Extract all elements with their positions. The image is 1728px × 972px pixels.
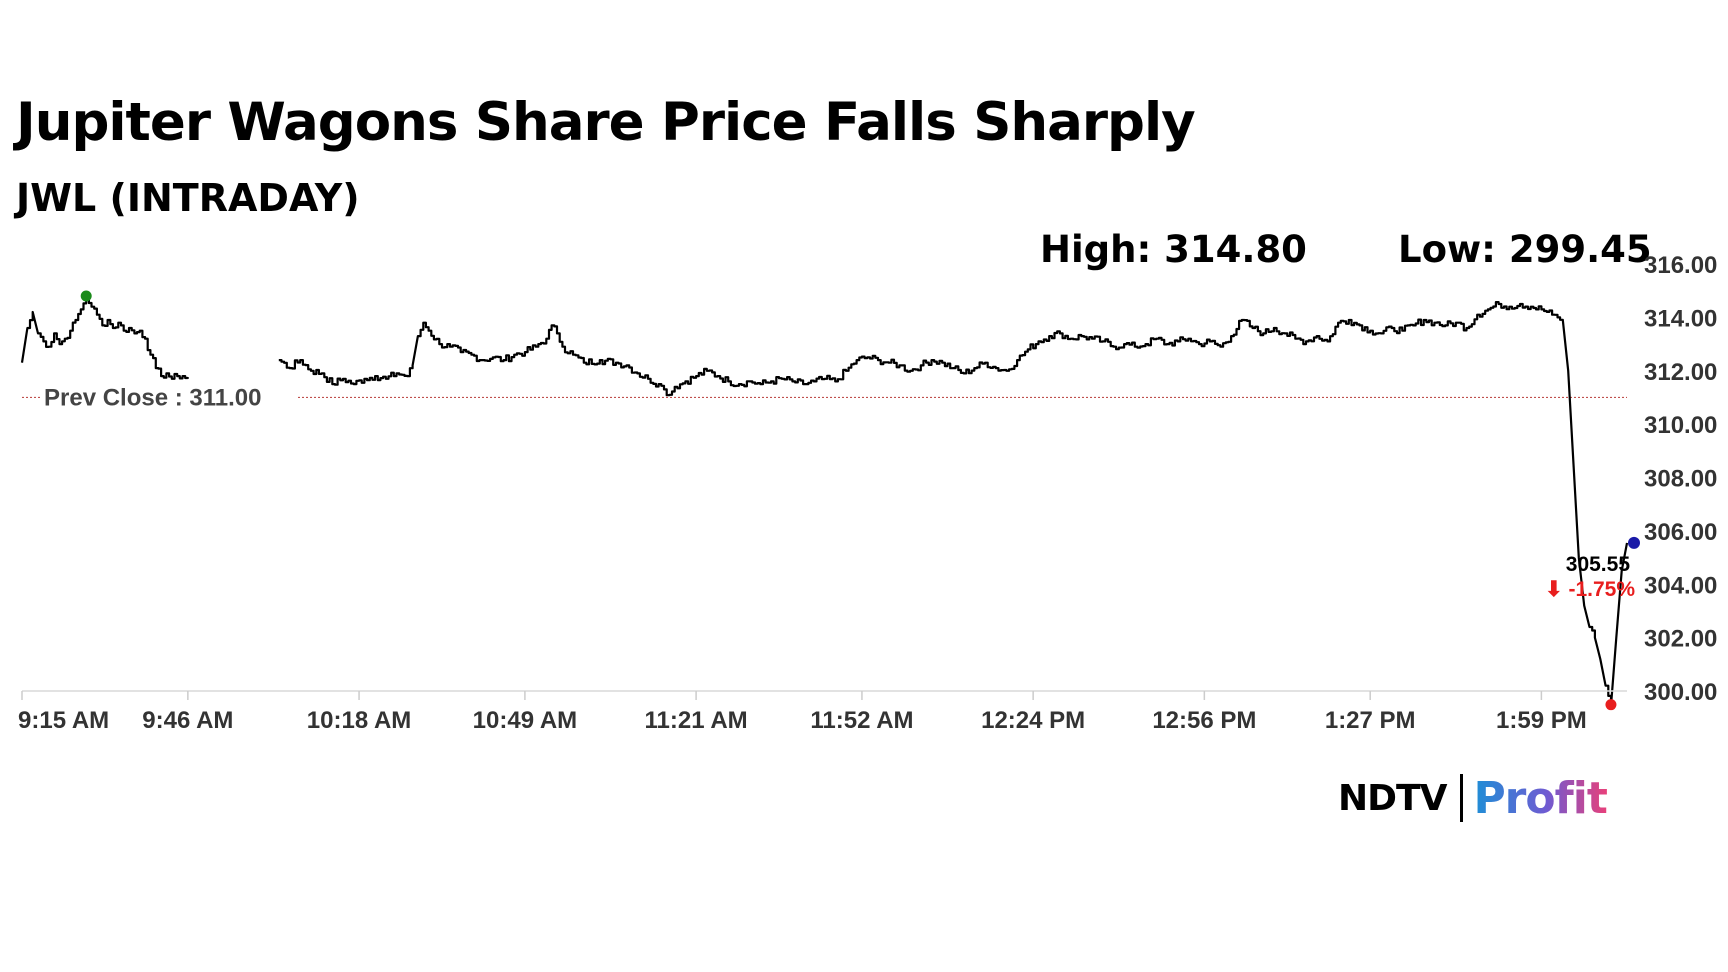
plot-area: Prev Close : 311.00 305.55⬇ -1.75% — [20, 290, 1640, 711]
x-axis: 9:15 AM 9:46 AM 10:18 AM 10:49 AM 11:21 AM 11… — [18, 690, 1627, 734]
y-tick-label: 314.00 — [1644, 305, 1717, 332]
x-tick-label: 9:15 AM — [18, 707, 109, 734]
chart-subtitle: JWL (INTRADAY) — [16, 176, 360, 220]
x-tick-label: 11:52 AM — [810, 707, 913, 734]
low-label: Low: 299.45 — [1398, 228, 1652, 271]
x-tick-label: 9:46 AM — [142, 707, 233, 734]
x-tick-label: 12:24 PM — [981, 707, 1085, 734]
y-tick-label: 300.00 — [1644, 679, 1717, 706]
y-tick-label: 316.00 — [1644, 252, 1717, 279]
logo-profit-text: Profit — [1473, 772, 1607, 824]
last-price-marker — [1628, 536, 1640, 549]
price-line-segment — [278, 301, 1629, 707]
price-line-segment — [20, 294, 189, 380]
y-tick-label: 312.00 — [1644, 359, 1717, 386]
low-marker — [1605, 699, 1617, 711]
y-tick-label: 306.00 — [1644, 519, 1717, 546]
x-tick-label: 10:18 AM — [307, 707, 411, 734]
ndtv-profit-logo: NDTV Profit — [1338, 772, 1608, 824]
x-tick-label: 11:21 AM — [645, 707, 748, 734]
y-axis: 300.00 302.00 304.00 306.00 308.00 310.00 312.… — [1644, 252, 1717, 706]
change-percent-label: ⬇ -1.75% — [1545, 578, 1635, 601]
prev-close-label: Prev Close : 311.00 — [44, 384, 261, 411]
y-tick-label: 308.00 — [1644, 466, 1717, 493]
y-tick-label: 304.00 — [1644, 572, 1717, 599]
logo-ndtv-text: NDTV — [1338, 777, 1447, 819]
high-label: High: 314.80 — [1040, 228, 1307, 271]
y-tick-label: 302.00 — [1644, 626, 1717, 653]
logo-divider — [1460, 774, 1464, 822]
last-price-label: 305.55 — [1566, 553, 1631, 576]
x-tick-label: 1:27 PM — [1325, 707, 1416, 734]
high-marker — [80, 290, 92, 302]
x-tick-label: 12:56 PM — [1152, 707, 1256, 734]
chart-title: Jupiter Wagons Share Price Falls Sharply — [16, 92, 1196, 153]
y-tick-label: 310.00 — [1644, 412, 1717, 439]
x-tick-label: 1:59 PM — [1496, 707, 1587, 734]
x-tick-label: 10:49 AM — [473, 707, 577, 734]
